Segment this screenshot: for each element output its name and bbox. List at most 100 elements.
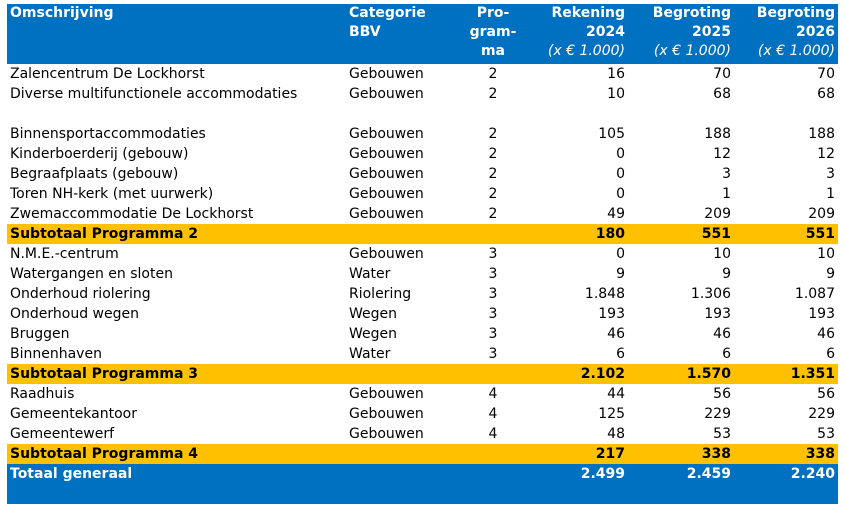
cell-begroting-2025: 46	[713, 326, 731, 342]
table-row: Zalencentrum De Lockhorst Gebouwen 2 16 70 70	[7, 64, 838, 84]
cell-rekening: 0	[616, 166, 625, 182]
cell-programma: 2	[488, 86, 498, 102]
cell-programma: 2	[488, 146, 498, 162]
cell-categorie: Gebouwen	[349, 206, 424, 222]
cell-omschrijving: Gemeentewerf	[10, 426, 115, 442]
subtotal-rekening: 2.102	[533, 364, 628, 384]
cell-programma: 4	[488, 426, 498, 442]
cell-omschrijving: Diverse multifunctionele accommodaties	[10, 86, 298, 102]
table-row: Kinderboerderij (gebouw) Gebouwen 2 0 12 12	[7, 144, 838, 164]
cell-begroting-2026: 12	[817, 146, 835, 162]
subtotal-row-programma-3: Subtotaal Programma 3 2.102 1.570 1.351	[7, 364, 838, 384]
table-row: Raadhuis Gebouwen 4 44 56 56	[7, 384, 838, 404]
subtotal-label: Subtotaal Programma 2	[7, 224, 533, 244]
cell-categorie: Water	[349, 346, 391, 362]
cell-omschrijving: Raadhuis	[10, 386, 75, 402]
cell-rekening: 44	[607, 386, 625, 402]
header-row: Omschrijving Categorie BBV Pro-gram-ma Re…	[7, 4, 838, 64]
subtotal-rekening: 180	[533, 224, 628, 244]
cell-programma: 3	[488, 246, 498, 262]
cell-omschrijving: Watergangen en sloten	[10, 266, 173, 282]
cell-rekening: 105	[598, 126, 625, 142]
cell-omschrijving: Kinderboerderij (gebouw)	[10, 146, 189, 162]
cell-rekening: 1.848	[584, 286, 625, 302]
cell-omschrijving: Begraafplaats (gebouw)	[10, 166, 179, 182]
cell-rekening: 9	[616, 266, 625, 282]
cell-begroting-2026: 1.087	[794, 286, 835, 302]
cell-begroting-2026: 9	[826, 266, 835, 282]
subtotal-begroting-2026: 551	[734, 224, 838, 244]
subtotal-begroting-2026: 338	[734, 444, 838, 464]
table-row: Begraafplaats (gebouw) Gebouwen 2 0 3 3	[7, 164, 838, 184]
cell-categorie: Gebouwen	[349, 186, 424, 202]
subtotal-rekening: 217	[533, 444, 628, 464]
cell-categorie: Gebouwen	[349, 86, 424, 102]
cell-begroting-2025: 9	[722, 266, 731, 282]
cell-begroting-2025: 3	[722, 166, 731, 182]
cell-omschrijving: Gemeentekantoor	[10, 406, 137, 422]
subtotal-begroting-2025: 1.570	[628, 364, 734, 384]
cell-programma: 3	[488, 346, 498, 362]
cell-categorie: Gebouwen	[349, 246, 424, 262]
cell-begroting-2026: 209	[808, 206, 835, 222]
cell-begroting-2025: 209	[704, 206, 731, 222]
cell-programma: 3	[488, 306, 498, 322]
cell-programma: 2	[488, 206, 498, 222]
cell-begroting-2026: 46	[817, 326, 835, 342]
cell-begroting-2025: 10	[713, 246, 731, 262]
table-row: Zwemaccommodatie De Lockhorst Gebouwen 2 49…	[7, 204, 838, 224]
cell-omschrijving: Onderhoud wegen	[10, 306, 139, 322]
cell-omschrijving: Bruggen	[10, 326, 70, 342]
cell-omschrijving: Toren NH-kerk (met uurwerk)	[10, 186, 214, 202]
subtotal-row-programma-2: Subtotaal Programma 2 180 551 551	[7, 224, 838, 244]
cell-rekening: 0	[616, 146, 625, 162]
table-row: Watergangen en sloten Water 3 9 9 9	[7, 264, 838, 284]
cell-programma: 4	[488, 406, 498, 422]
cell-begroting-2026: 56	[817, 386, 835, 402]
cell-programma: 2	[488, 186, 498, 202]
cell-rekening: 48	[607, 426, 625, 442]
cell-programma: 3	[488, 266, 498, 282]
header-categorie: Categorie BBV	[346, 4, 453, 64]
cell-programma: 3	[488, 326, 498, 342]
cell-rekening: 46	[607, 326, 625, 342]
cell-rekening: 6	[616, 346, 625, 362]
total-label: Totaal generaal	[7, 464, 533, 504]
cell-programma: 2	[488, 166, 498, 182]
header-omschrijving: Omschrijving	[7, 4, 346, 64]
cell-categorie: Gebouwen	[349, 126, 424, 142]
cell-omschrijving: Onderhoud riolering	[10, 286, 151, 302]
cell-rekening: 0	[616, 246, 625, 262]
cell-begroting-2025: 1	[722, 186, 731, 202]
cell-begroting-2025: 6	[722, 346, 731, 362]
cell-begroting-2026: 193	[808, 306, 835, 322]
table-row: Binnenhaven Water 3 6 6 6	[7, 344, 838, 364]
cell-begroting-2026: 229	[808, 406, 835, 422]
total-row: Totaal generaal 2.499 2.459 2.240	[7, 464, 838, 504]
cell-begroting-2025: 188	[704, 126, 731, 142]
table-row: Gemeentekantoor Gebouwen 4 125 229 229	[7, 404, 838, 424]
cell-categorie: Gebouwen	[349, 146, 424, 162]
cell-rekening: 49	[607, 206, 625, 222]
header-programma: Pro-gram-ma	[453, 4, 533, 64]
cell-categorie: Wegen	[349, 326, 398, 342]
cell-begroting-2025: 193	[704, 306, 731, 322]
header-begroting-2026: Begroting 2026 (x € 1.000)	[734, 4, 838, 64]
cell-categorie: Wegen	[349, 306, 398, 322]
cell-programma: 2	[488, 126, 498, 142]
cell-begroting-2025: 70	[713, 66, 731, 82]
cell-programma: 2	[488, 66, 498, 82]
table-row: Bruggen Wegen 3 46 46 46	[7, 324, 838, 344]
table-row: Onderhoud wegen Wegen 3 193 193 193	[7, 304, 838, 324]
table-row: Gemeentewerf Gebouwen 4 48 53 53	[7, 424, 838, 444]
cell-rekening: 16	[607, 66, 625, 82]
cell-begroting-2026: 6	[826, 346, 835, 362]
cell-rekening: 10	[607, 86, 625, 102]
total-begroting-2026: 2.240	[734, 464, 838, 504]
cell-categorie: Gebouwen	[349, 406, 424, 422]
subtotal-row-programma-4: Subtotaal Programma 4 217 338 338	[7, 444, 838, 464]
cell-begroting-2025: 12	[713, 146, 731, 162]
cell-rekening: 0	[616, 186, 625, 202]
header-rekening-2024: Rekening 2024 (x € 1.000)	[533, 4, 628, 64]
cell-categorie: Gebouwen	[349, 426, 424, 442]
